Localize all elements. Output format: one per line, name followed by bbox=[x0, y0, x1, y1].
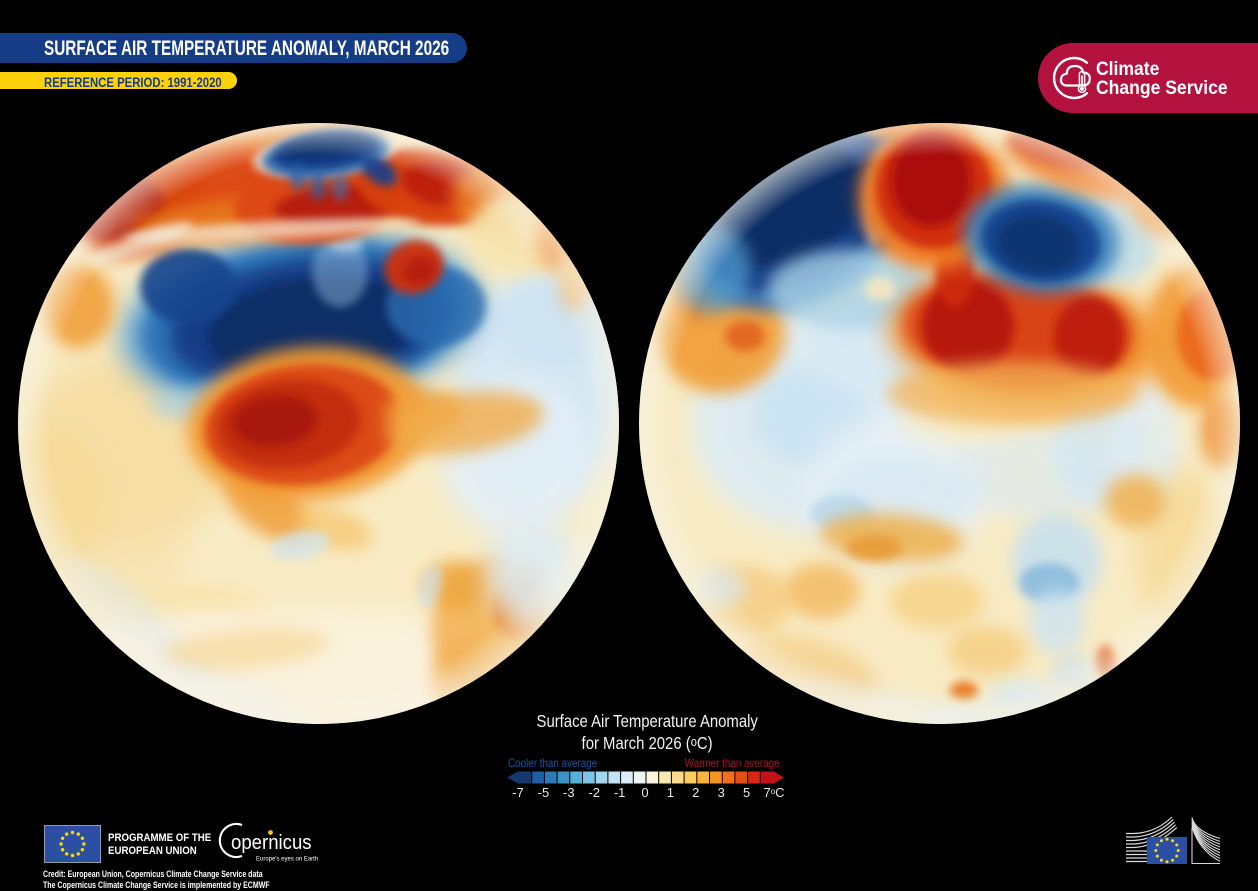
svg-text:-1: -1 bbox=[614, 785, 626, 800]
svg-text:5: 5 bbox=[743, 785, 750, 800]
svg-text:2: 2 bbox=[692, 785, 699, 800]
svg-text:-3: -3 bbox=[563, 785, 575, 800]
svg-text:Europe's eyes on Earth: Europe's eyes on Earth bbox=[256, 857, 318, 863]
svg-text:-5: -5 bbox=[538, 785, 550, 800]
svg-text:-2: -2 bbox=[588, 785, 600, 800]
svg-text:7oC: 7oC bbox=[763, 785, 784, 800]
svg-text:1: 1 bbox=[667, 785, 674, 800]
svg-text:0: 0 bbox=[641, 785, 648, 800]
svg-text:opernicus: opernicus bbox=[231, 832, 312, 854]
svg-text:-7: -7 bbox=[512, 785, 524, 800]
svg-text:3: 3 bbox=[718, 785, 725, 800]
